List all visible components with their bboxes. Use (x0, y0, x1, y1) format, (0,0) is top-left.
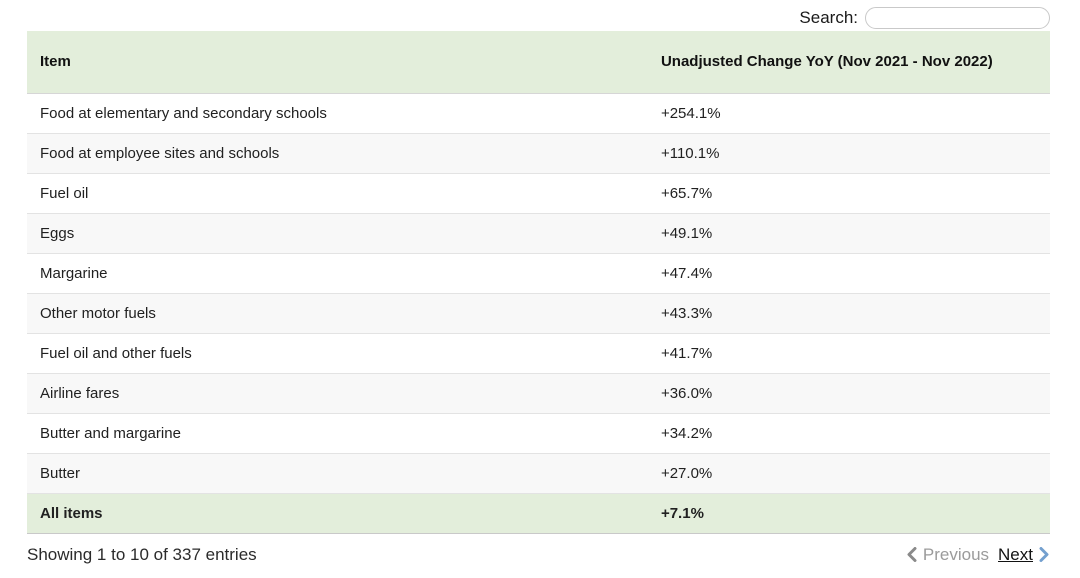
table-info: Showing 1 to 10 of 337 entries (27, 544, 257, 564)
search-input[interactable] (865, 6, 1050, 29)
table-summary: All items +7.1% (27, 493, 1050, 534)
change-cell: +34.2% (647, 413, 1050, 454)
item-cell: Fuel oil and other fuels (27, 333, 648, 374)
summary-row: All items +7.1% (27, 493, 1050, 534)
item-cell: Food at elementary and secondary schools (27, 93, 648, 134)
item-cell: Food at employee sites and schools (27, 133, 648, 174)
table-row: Food at elementary and secondary schools… (27, 93, 1050, 134)
item-cell: Other motor fuels (27, 293, 648, 334)
chevron-right-icon (1039, 547, 1050, 562)
table-toolbar: Search: (27, 0, 1050, 31)
table-row: Margarine +47.4% (27, 253, 1050, 294)
column-header-item[interactable]: Item (27, 31, 648, 94)
change-cell: +43.3% (647, 293, 1050, 334)
table-row: Airline fares +36.0% (27, 373, 1050, 414)
summary-item-cell: All items (27, 493, 648, 534)
previous-button[interactable]: Previous (906, 545, 989, 565)
table-row: Butter and margarine +34.2% (27, 413, 1050, 454)
table-body: Food at elementary and secondary schools… (27, 93, 1050, 494)
change-cell: +110.1% (647, 133, 1050, 174)
item-cell: Butter and margarine (27, 413, 648, 454)
change-cell: +41.7% (647, 333, 1050, 374)
item-cell: Butter (27, 453, 648, 494)
change-cell: +65.7% (647, 173, 1050, 214)
item-cell: Margarine (27, 253, 648, 294)
search-label: Search: (799, 7, 858, 27)
table-footer: Showing 1 to 10 of 337 entries Previous … (27, 534, 1050, 565)
table-row: Butter +27.0% (27, 453, 1050, 494)
data-table: Item Unadjusted Change YoY (Nov 2021 - N… (27, 31, 1050, 534)
table-row: Fuel oil and other fuels +41.7% (27, 333, 1050, 374)
next-label: Next (998, 544, 1033, 564)
previous-label: Previous (922, 544, 990, 564)
pagination: Previous Next (906, 545, 1050, 565)
table-row: Eggs +49.1% (27, 213, 1050, 254)
table-row: Fuel oil +65.7% (27, 173, 1050, 214)
change-cell: +36.0% (647, 373, 1050, 414)
change-cell: +27.0% (647, 453, 1050, 494)
item-cell: Fuel oil (27, 173, 648, 214)
column-header-change[interactable]: Unadjusted Change YoY (Nov 2021 - Nov 20… (647, 31, 1050, 94)
next-button[interactable]: Next (998, 545, 1050, 565)
table-row: Food at employee sites and schools +110.… (27, 133, 1050, 174)
change-cell: +254.1% (647, 93, 1050, 134)
item-cell: Airline fares (27, 373, 648, 414)
table-row: Other motor fuels +43.3% (27, 293, 1050, 334)
change-cell: +47.4% (647, 253, 1050, 294)
change-cell: +49.1% (647, 213, 1050, 254)
summary-change-cell: +7.1% (647, 493, 1050, 534)
table-header: Item Unadjusted Change YoY (Nov 2021 - N… (27, 31, 1050, 94)
item-cell: Eggs (27, 213, 648, 254)
chevron-left-icon (906, 547, 917, 562)
